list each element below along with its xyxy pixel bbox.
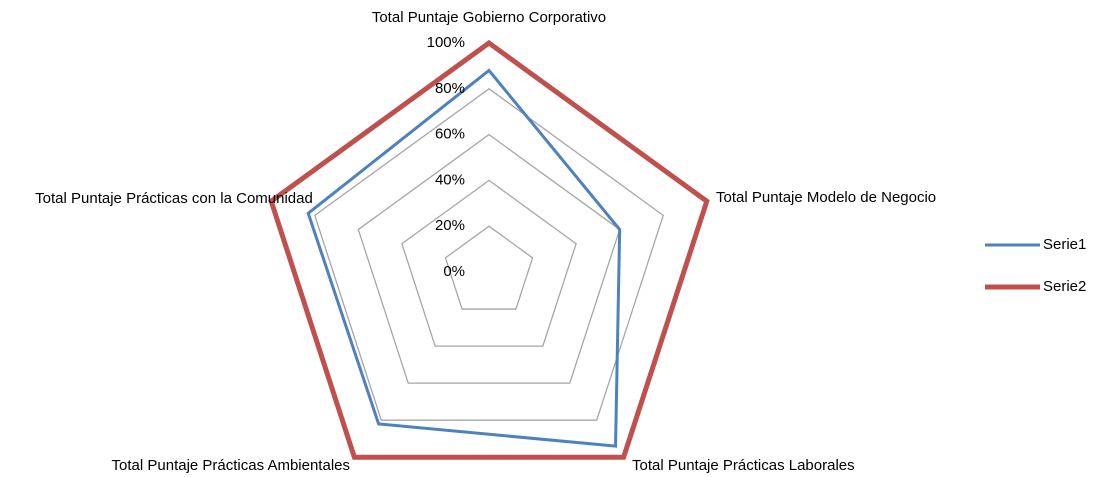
- grid-ring: [314, 87, 664, 421]
- legend-label: Serie1: [1043, 236, 1086, 253]
- category-label: Total Puntaje Prácticas con la Comunidad: [35, 190, 313, 207]
- category-label: Total Puntaje Prácticas Ambientales: [111, 457, 350, 474]
- y-tick-label: 80%: [435, 80, 465, 97]
- category-label: Total Puntaje Gobierno Corporativo: [371, 9, 607, 26]
- grid-ring: [444, 225, 534, 310]
- y-tick-label: 0%: [443, 263, 465, 280]
- series-line: [268, 39, 710, 460]
- y-tick-label: 60%: [435, 126, 465, 143]
- category-label: Total Puntaje Modelo de Negocio: [716, 189, 937, 206]
- y-tick-label: 100%: [427, 34, 465, 51]
- category-label: Total Puntaje Prácticas Laborales: [632, 457, 855, 474]
- grid-ring: [357, 133, 621, 384]
- legend-label: Serie2: [1043, 278, 1086, 295]
- grid-ring: [401, 179, 577, 347]
- series-line: [306, 68, 622, 448]
- y-tick-label: 40%: [435, 171, 465, 188]
- y-tick-label: 20%: [435, 217, 465, 234]
